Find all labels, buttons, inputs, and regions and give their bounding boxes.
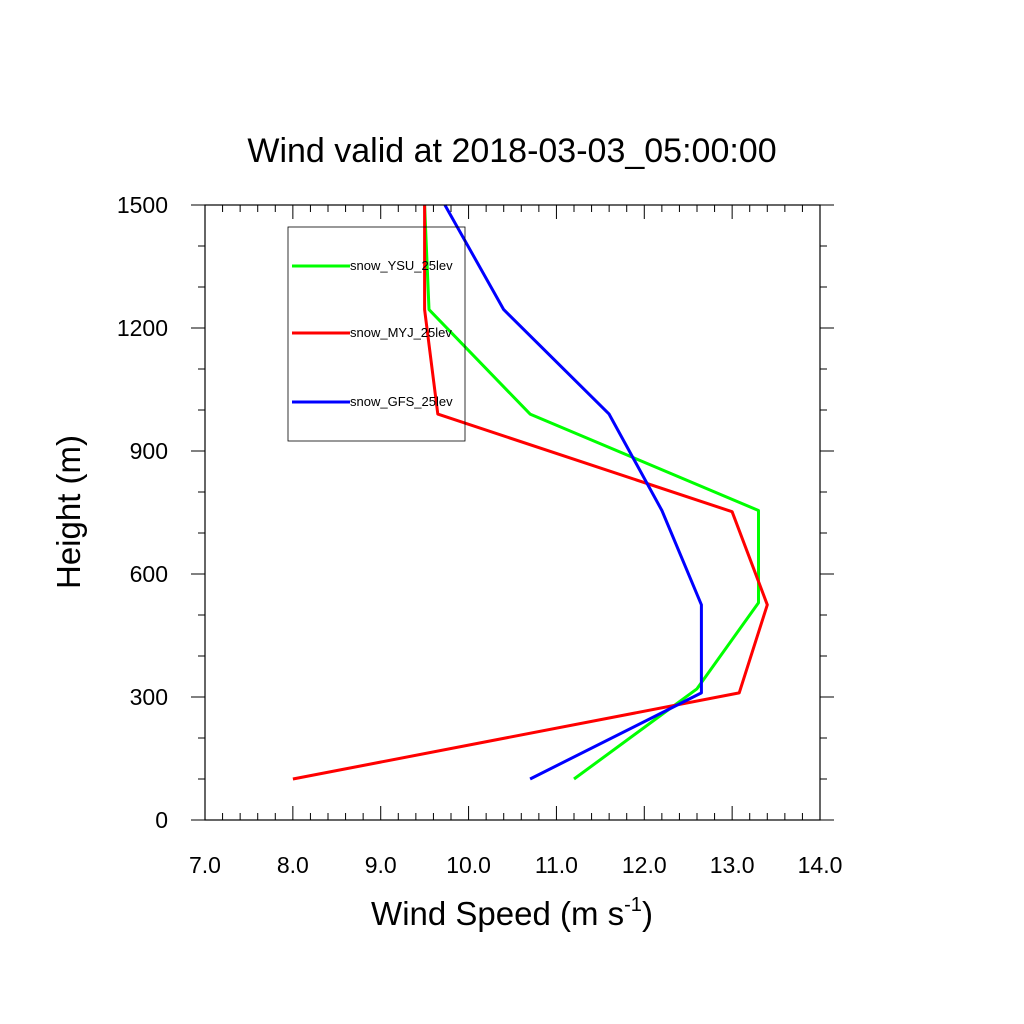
- legend-label: snow_MYJ_25lev: [350, 325, 452, 340]
- legend-box: [287, 226, 466, 442]
- y-tick-label: 1500: [117, 192, 168, 218]
- x-axis-label-main: Wind Speed (m s: [371, 895, 624, 932]
- series-line-snow_MYJ_25lev: [292, 205, 769, 781]
- x-tick-label: 9.0: [365, 852, 397, 878]
- plot-frame: [204, 204, 821, 821]
- series-lines: [292, 204, 769, 781]
- y-tick-label: 300: [130, 684, 168, 710]
- x-axis-label-superscript: -1: [624, 894, 642, 916]
- series-line-snow_GFS_25lev: [443, 204, 703, 781]
- x-axis-label-close: ): [642, 895, 653, 932]
- y-tick-label: 600: [130, 561, 168, 587]
- x-tick-label: 11.0: [535, 852, 578, 878]
- x-tick-label: 7.0: [189, 852, 221, 878]
- x-tick-label: 12.0: [622, 852, 667, 878]
- legend: snow_YSU_25lev snow_MYJ_25lev snow_GFS_25l…: [287, 226, 466, 442]
- x-axis-label: Wind Speed (m s-1): [371, 894, 653, 932]
- x-tick-labels: 7.0 8.0 9.0 10.0 11.0 12.0 13.0 14.0: [189, 852, 842, 878]
- legend-label: snow_GFS_25lev: [350, 394, 453, 409]
- x-tick-label: 8.0: [277, 852, 309, 878]
- y-tick-label: 900: [130, 438, 168, 464]
- legend-label: snow_YSU_25lev: [350, 258, 453, 273]
- x-tick-label: 14.0: [798, 852, 843, 878]
- y-tick-label: 0: [155, 807, 168, 833]
- chart-title: Wind valid at 2018-03-03_05:00:00: [247, 132, 776, 170]
- x-tick-label: 10.0: [446, 852, 491, 878]
- series-line-snow_YSU_25lev: [423, 204, 760, 781]
- x-tick-label: 13.0: [710, 852, 755, 878]
- ticks: [191, 204, 834, 821]
- y-tick-labels: 0 300 600 900 1200 1500: [117, 192, 168, 833]
- y-axis-label: Height (m): [50, 435, 87, 589]
- y-tick-label: 1200: [117, 315, 168, 341]
